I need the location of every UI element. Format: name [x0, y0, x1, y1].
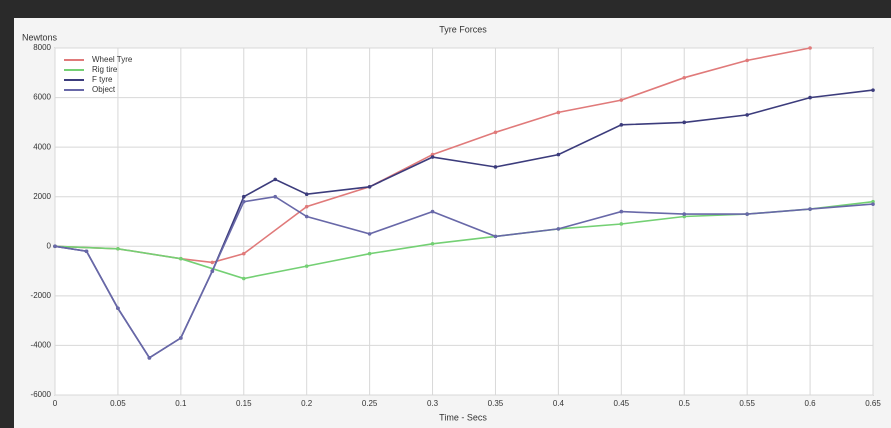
point	[273, 177, 278, 182]
x-tick-label: 0.45	[614, 399, 630, 408]
point	[84, 249, 89, 254]
point	[304, 264, 309, 268]
point	[210, 269, 215, 273]
x-tick-label: 0.05	[110, 399, 126, 408]
x-tick-label: 0.1	[175, 399, 187, 408]
point	[210, 260, 215, 265]
point	[304, 204, 309, 209]
point	[430, 152, 435, 157]
point	[808, 95, 812, 100]
x-tick-label: 0.5	[679, 399, 691, 408]
point	[53, 244, 57, 249]
plot-area	[54, 47, 874, 396]
x-tick-label: 0	[53, 399, 58, 408]
x-tick-label: 0.2	[301, 399, 313, 408]
point	[273, 194, 278, 199]
point	[493, 165, 498, 169]
point	[682, 120, 687, 125]
x-tick-label: 0.65	[865, 399, 881, 408]
y-tick-label: 0	[47, 241, 52, 250]
point	[241, 251, 246, 256]
series-line	[54, 195, 874, 359]
point	[304, 192, 309, 197]
point	[430, 209, 435, 214]
x-axis-label: Time - Secs	[439, 412, 487, 422]
legend-label: Object	[92, 85, 116, 94]
point	[745, 113, 749, 117]
point	[304, 214, 309, 219]
x-tick-label: 0.6	[805, 399, 817, 408]
point	[241, 199, 246, 204]
point	[619, 98, 624, 102]
y-tick-label: -4000	[31, 341, 52, 350]
y-tick-label: 2000	[33, 192, 51, 201]
point	[493, 130, 498, 135]
point	[619, 222, 624, 226]
point	[808, 207, 812, 211]
point	[179, 336, 183, 340]
point	[116, 246, 120, 251]
point	[147, 356, 152, 360]
point	[871, 88, 875, 92]
x-tick-label: 0.4	[553, 399, 565, 408]
y-axis-label: Newtons	[22, 32, 58, 42]
series-line	[54, 47, 811, 264]
point	[871, 199, 875, 204]
x-tick-label: 0.3	[427, 399, 439, 408]
legend-label: Wheel Tyre	[92, 55, 133, 64]
point	[682, 212, 687, 216]
point	[871, 202, 875, 206]
point	[556, 152, 561, 157]
point	[808, 46, 812, 50]
point	[682, 75, 687, 80]
y-tick-label: 4000	[33, 142, 51, 151]
y-tick-label: -6000	[31, 390, 52, 399]
y-tick-label: -2000	[31, 291, 52, 300]
point	[556, 110, 561, 115]
point	[367, 185, 372, 189]
y-tick-label: 6000	[33, 93, 51, 102]
legend-label: Rig tire	[92, 65, 118, 74]
legend-label: F tyre	[92, 75, 113, 84]
point	[116, 306, 120, 311]
point	[367, 251, 372, 256]
point	[241, 276, 246, 281]
point	[367, 232, 372, 236]
point	[556, 227, 561, 231]
point	[682, 214, 687, 219]
point	[619, 123, 624, 127]
point	[493, 234, 498, 239]
x-tick-label: 0.35	[488, 399, 504, 408]
plot: -6000 -4000 -2000 0 2000 4000 6000 8000 0 0.05 0.1…	[31, 43, 882, 408]
chart-title: Tyre Forces	[439, 24, 487, 34]
point	[745, 58, 749, 63]
point	[745, 212, 749, 216]
x-tick-label: 0.15	[236, 399, 252, 408]
point	[430, 242, 435, 246]
point	[179, 256, 183, 261]
y-tick-label: 8000	[33, 43, 51, 52]
point	[241, 194, 246, 199]
x-tick-label: 0.55	[739, 399, 755, 408]
x-tick-label: 0.25	[362, 399, 378, 408]
point	[619, 209, 624, 214]
point	[430, 155, 435, 159]
